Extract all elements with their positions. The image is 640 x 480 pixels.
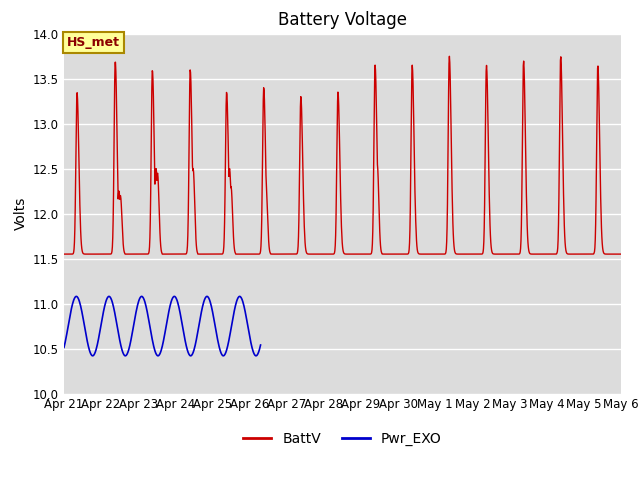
Title: Battery Voltage: Battery Voltage (278, 11, 407, 29)
Legend: BattV, Pwr_EXO: BattV, Pwr_EXO (238, 426, 447, 452)
Y-axis label: Volts: Volts (13, 197, 28, 230)
Text: HS_met: HS_met (67, 36, 120, 49)
